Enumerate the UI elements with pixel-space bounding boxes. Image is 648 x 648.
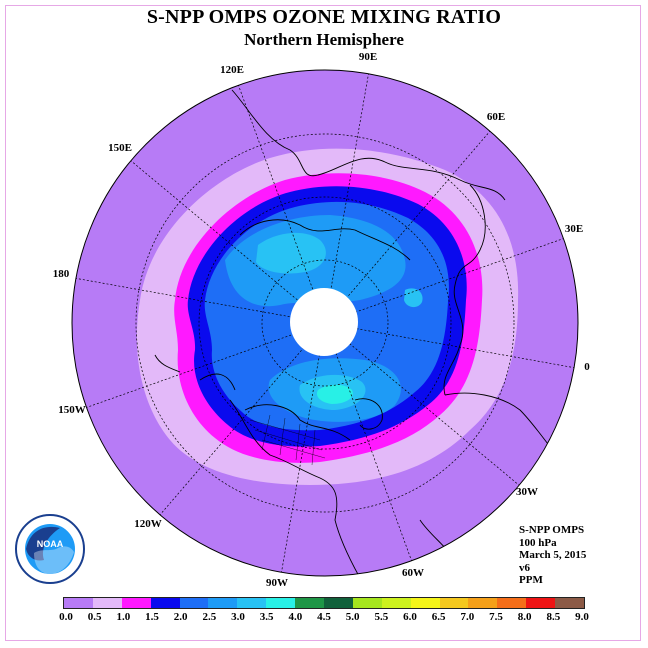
polar-no-data-hole [290,288,358,356]
lon-label-30e: 30E [564,223,584,235]
colorbar-tick-label: 4.5 [317,611,331,623]
colorbar-swatch [468,598,498,608]
colorbar-tick-label: 9.0 [575,611,589,623]
colorbar-swatch [150,598,180,608]
colorbar-swatch [381,598,411,608]
lon-label-0: 0 [584,361,590,373]
colorbar-tick-label: 1.5 [145,611,159,623]
colorbar-tick-label: 3.0 [231,611,245,623]
colorbar-tick-label: 0.5 [87,611,102,623]
lon-label-60e: 60E [486,111,506,123]
colorbar-swatch [439,598,469,608]
colorbar-swatch [410,598,440,608]
colorbar-tick-label: 6.0 [403,611,417,623]
colorbar-tick-label: 4.0 [288,611,303,623]
colorbar-tick-label: 2.5 [202,611,217,623]
colorbar-swatch [526,598,556,608]
ozone-contour-3.5 [316,384,353,404]
colorbar-tick-label: 5.5 [374,611,389,623]
colorbar-tick-label: 7.0 [460,611,475,623]
info-units: PPM [519,574,543,587]
ozone-contour-3.0 [256,232,326,274]
colorbar-swatch [266,598,296,608]
info-instrument: S-NPP OMPS [519,524,585,536]
colorbar-tick-label: 8.0 [517,611,532,623]
colorbar-swatch [92,598,122,608]
map-boundary [71,69,579,577]
colorbar [63,597,585,609]
colorbar-tick-label: 1.0 [116,611,131,623]
info-version: v6 [519,561,530,574]
lon-label-90e: 90E [358,51,378,63]
colorbar-swatch [179,598,209,608]
lon-label-60w: 60W [402,567,424,579]
colorbar-swatch [295,598,325,608]
map-subtitle: Northern Hemisphere [244,30,404,49]
figure-frame [5,5,641,641]
colorbar-swatch [208,598,238,608]
colorbar-tick-labels: 0.0 0.5 1.0 1.5 2.0 2.5 3.0 3.5 4.0 4.5 5.0 5.5 6.0 6… [0,611,648,625]
us-state-grid [249,414,326,466]
colorbar-tick-label: 0.0 [59,611,73,623]
lon-label-120e: 120E [220,64,244,76]
colorbar-tick-label: 5.0 [345,611,360,623]
colorbar-swatch [237,598,267,608]
lon-label-150e: 150E [108,142,132,154]
lon-label-150w: 150W [58,404,86,416]
colorbar-swatch [121,598,151,608]
product-info: S-NPP OMPS 100 hPa March 5, 2015 v6 PPM [519,524,586,587]
info-date: March 5, 2015 [519,549,587,562]
lon-label-90w: 90W [266,577,288,589]
colorbar-swatch [555,598,585,608]
colorbar-tick-label: 2.0 [173,611,188,623]
graticule [73,70,577,576]
colorbar-swatch [352,598,382,608]
colorbar-tick-label: 3.5 [259,611,274,623]
colorbar-swatch [64,598,93,608]
coastlines [154,89,561,576]
colorbar-swatch [324,598,353,608]
map-title: S-NPP OMPS OZONE MIXING RATIO [146,6,502,28]
colorbar-tick-label: 8.5 [546,611,561,623]
colorbar-tick-label: 6.5 [431,611,446,623]
lon-label-180: 180 [52,268,70,280]
colorbar-tick-label: 7.5 [489,611,503,623]
colorbar-swatch [497,598,527,608]
lon-label-120w: 120W [134,518,162,530]
info-pressure: 100 hPa [519,536,557,549]
lon-label-30w: 30W [516,486,538,498]
